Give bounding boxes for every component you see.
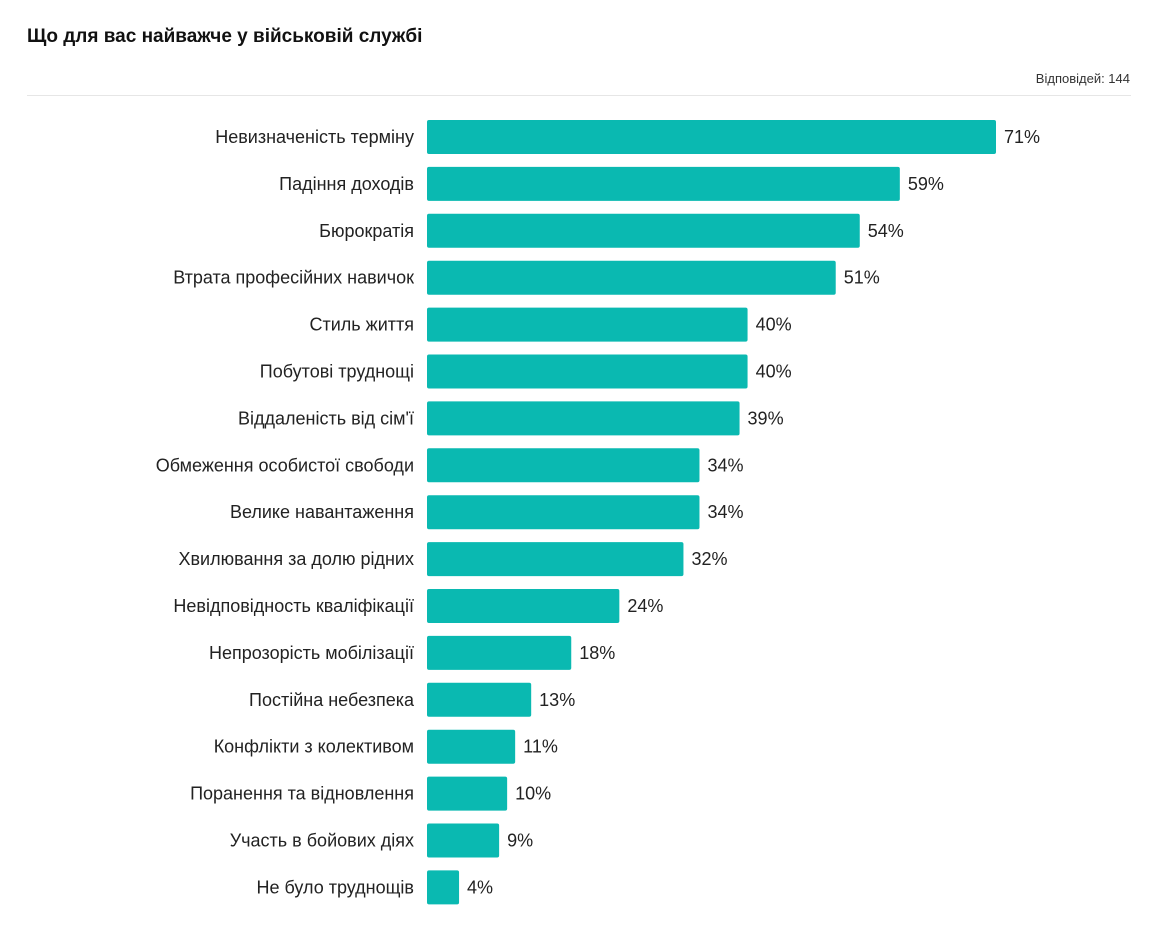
category-label: Поранення та відновлення <box>190 784 414 804</box>
bar <box>427 729 516 764</box>
bar <box>427 635 572 670</box>
value-label: 59% <box>908 174 944 194</box>
bar <box>427 260 836 295</box>
category-label: Побутові труднощі <box>260 362 414 382</box>
bar <box>427 589 620 623</box>
value-label: 32% <box>691 549 727 569</box>
bar <box>427 120 996 154</box>
value-label: 4% <box>467 877 493 897</box>
bar <box>427 448 700 483</box>
bar <box>427 307 748 342</box>
category-label: Невідповідность кваліфікації <box>173 596 414 616</box>
bar <box>427 823 500 858</box>
category-label: Падіння доходів <box>279 174 414 194</box>
category-label: Невизначеність терміну <box>215 127 414 147</box>
category-label: Втрата професійних навичок <box>173 268 414 288</box>
value-label: 13% <box>539 690 575 710</box>
bar <box>427 401 740 436</box>
value-label: 24% <box>627 596 663 616</box>
value-label: 34% <box>707 455 743 475</box>
bar <box>427 682 532 717</box>
chart-title: Що для вас найважче у військовій службі <box>27 26 423 47</box>
value-label: 39% <box>748 408 784 428</box>
bar <box>427 542 684 577</box>
category-label: Непрозорість мобілізації <box>209 643 414 663</box>
category-label: Віддаленість від сім'ї <box>238 408 414 428</box>
category-label: Обмеження особистої свободи <box>156 455 414 475</box>
category-label: Стиль життя <box>309 315 414 335</box>
bar <box>427 495 700 530</box>
value-label: 9% <box>507 831 533 851</box>
value-label: 10% <box>515 784 551 804</box>
value-label: 34% <box>707 502 743 522</box>
category-label: Участь в бойових діях <box>230 831 414 851</box>
value-label: 54% <box>868 221 904 241</box>
bar <box>427 166 900 201</box>
category-label: Бюрократія <box>319 221 414 241</box>
value-label: 51% <box>844 268 880 288</box>
category-label: Не було труднощів <box>256 877 414 897</box>
category-label: Конфлікти з колективом <box>214 737 414 757</box>
bar <box>427 870 460 905</box>
value-label: 71% <box>1004 127 1040 147</box>
value-label: 11% <box>523 737 558 757</box>
header-divider <box>27 95 1131 96</box>
category-label: Постійна небезпека <box>249 690 415 710</box>
value-label: 40% <box>756 315 792 335</box>
bar <box>427 213 860 248</box>
bar <box>427 776 508 811</box>
bar <box>427 354 748 389</box>
value-label: 40% <box>756 362 792 382</box>
responses-count: Відповідей: 144 <box>1035 71 1130 86</box>
value-label: 18% <box>579 643 615 663</box>
category-label: Велике навантаження <box>230 502 414 522</box>
category-label: Хвилювання за долю рідних <box>178 549 414 569</box>
